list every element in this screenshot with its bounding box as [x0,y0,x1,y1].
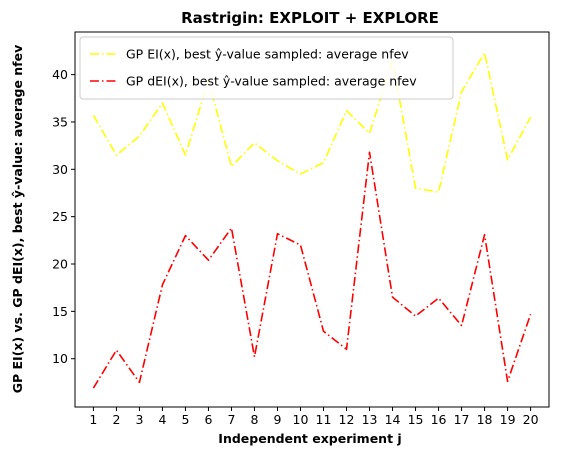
y-tick-label: 20 [52,257,68,272]
x-tick-label: 16 [431,412,447,427]
y-axis-label: GP EI(x) vs. GP dEI(x), best ŷ-value: av… [10,45,25,394]
x-tick-label: 15 [408,412,424,427]
x-tick-label: 11 [316,412,332,427]
x-tick-label: 5 [181,412,189,427]
x-tick-label: 2 [112,412,120,427]
series-line-1 [92,52,532,193]
x-tick-label: 12 [339,412,355,427]
x-tick-label: 3 [135,412,143,427]
x-axis-label: Independent experiment j [218,431,401,446]
y-tick-label: 10 [52,351,68,366]
x-tick-label: 10 [293,412,309,427]
plot-frame [74,31,550,408]
legend-label-2: GP dEI(x), best ŷ-value sampled: average… [126,74,417,89]
y-tick-label: 25 [52,209,68,224]
x-tick-label: 1 [89,412,97,427]
y-tick-label: 30 [52,162,68,177]
y-tick-label: 15 [52,304,68,319]
legend-label-1: GP EI(x), best ŷ-value sampled: average … [126,47,409,62]
x-tick-label: 13 [362,412,378,427]
axes: 1 2 3 4 5 6 7 8 9 10 11 12 13 14 15 16 17 18 19 20101520253… [52,67,538,427]
chart-title: Rastrigin: EXPLOIT + EXPLORE [181,9,439,27]
x-tick-label: 9 [274,412,282,427]
x-tick-label: 4 [158,412,166,427]
series-group [92,52,532,389]
x-tick-label: 19 [500,412,516,427]
x-tick-label: 20 [523,412,539,427]
y-tick-label: 35 [52,114,68,129]
x-tick-label: 14 [385,412,401,427]
legend: GP EI(x), best ŷ-value sampled: average … [79,36,454,100]
series-line-2 [92,151,532,389]
y-tick-label: 40 [52,67,68,82]
x-tick-label: 18 [477,412,493,427]
legend-box [79,36,454,100]
x-tick-label: 7 [227,412,235,427]
x-tick-label: 8 [250,412,258,427]
x-tick-label: 6 [204,412,212,427]
x-tick-label: 17 [454,412,470,427]
